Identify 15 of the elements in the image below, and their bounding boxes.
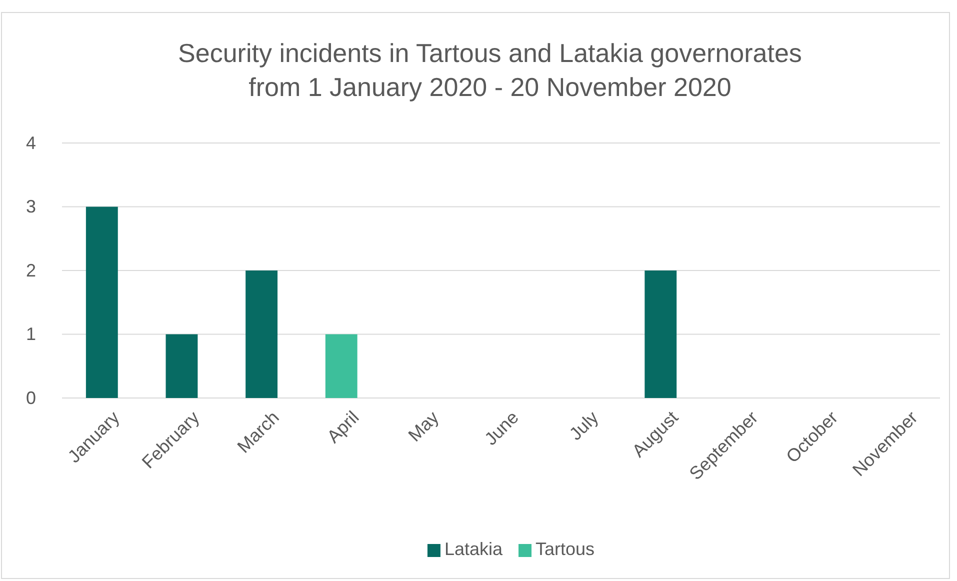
bar (246, 270, 278, 398)
x-tick-label: May (404, 407, 443, 446)
bar (644, 270, 677, 398)
y-tick-label: 4 (26, 132, 36, 153)
bar (86, 206, 118, 398)
chart-title: Security incidents in Tartous and Latakia governorates from 1 January 2020 - 20 November 2020 (178, 38, 802, 102)
y-tick-label: 2 (26, 260, 36, 280)
y-tick-label: 1 (26, 324, 36, 344)
bar (325, 334, 358, 398)
y-tick-label: 0 (26, 388, 36, 408)
y-tick-label: 3 (26, 196, 36, 217)
legend-label: Tartous (536, 539, 595, 559)
bar (166, 334, 198, 398)
x-tick-label: July (565, 407, 602, 444)
legend-label: Latakia (444, 539, 504, 559)
